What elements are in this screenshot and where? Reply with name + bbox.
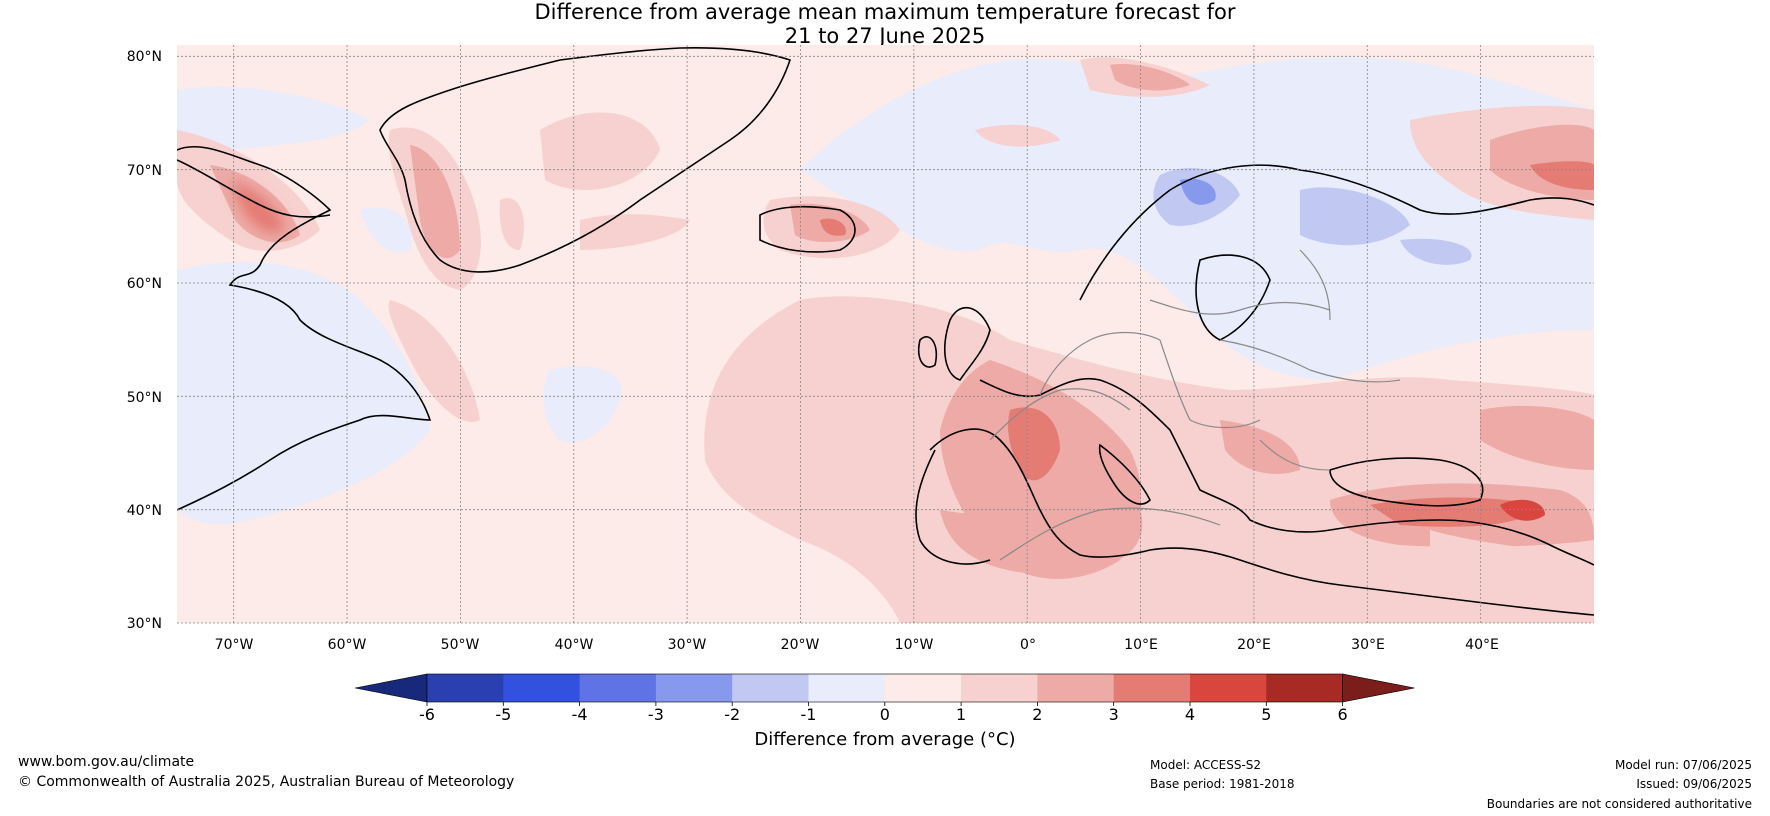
coastlines: [177, 47, 1594, 616]
map-title: Difference from average mean maximum tem…: [0, 0, 1770, 48]
colorbar-tick-label: 1: [956, 705, 966, 724]
colorbar-extend-low: [354, 673, 428, 703]
colorbar-tick-label: 5: [1261, 705, 1271, 724]
colorbar: [354, 673, 1415, 703]
lon-label-30e: 30°E: [1351, 637, 1385, 653]
lon-label-20w: 20°W: [781, 637, 820, 653]
longitude-labels: 70°W 60°W 50°W 40°W 30°W 20°W 10°W 0° 10…: [215, 637, 1499, 653]
lon-label-50w: 50°W: [441, 637, 480, 653]
country-borders: [989, 249, 1401, 561]
lon-label-40w: 40°W: [555, 637, 594, 653]
boundaries-disclaimer: Boundaries are not considered authoritat…: [1486, 797, 1752, 811]
lat-label-70n: 70°N: [127, 163, 162, 179]
lat-label-80n: 80°N: [127, 49, 162, 65]
base-period: Base period: 1981-2018: [1150, 777, 1295, 791]
lon-label-70w: 70°W: [215, 637, 254, 653]
colorbar-tick-label: -3: [648, 705, 664, 724]
colorbar-segment: [1266, 674, 1344, 702]
colorbar-segment: [427, 674, 504, 702]
lat-label-40n: 40°N: [127, 503, 162, 519]
model-run-date: Model run: 07/06/2025: [1614, 758, 1752, 772]
colorbar-segment: [655, 674, 733, 702]
lon-label-40e: 40°E: [1465, 637, 1499, 653]
copyright-text: © Commonwealth of Australia 2025, Austra…: [18, 774, 515, 790]
colorbar-tick-label: -1: [801, 705, 817, 724]
graticule: [177, 45, 1594, 624]
colorbar-label: Difference from average (°C): [754, 729, 1016, 750]
lat-label-30n: 30°N: [127, 616, 162, 632]
lon-label-10w: 10°W: [895, 637, 934, 653]
colorbar-segment: [961, 674, 1038, 702]
lon-label-0: 0°: [1020, 637, 1036, 653]
colorbar-segment: [579, 674, 657, 702]
title-line-1: Difference from average mean maximum tem…: [534, 0, 1236, 24]
source-url: www.bom.gov.au/climate: [18, 754, 195, 770]
colorbar-tick-label: -2: [724, 705, 740, 724]
colorbar-tick-label: 0: [880, 705, 890, 724]
colorbar-ticks: -6 -5 -4 -3 -2 -1 0 1 2 3 4 5 6: [419, 702, 1348, 724]
colorbar-segment: [732, 674, 809, 702]
colorbar-segment: [808, 674, 886, 702]
colorbar-segment: [884, 674, 962, 702]
latitude-labels: 80°N 70°N 60°N 50°N 40°N 30°N: [127, 49, 162, 632]
lon-label-10e: 10°E: [1124, 637, 1158, 653]
issued-date: Issued: 09/06/2025: [1636, 777, 1752, 791]
colorbar-segment: [503, 674, 581, 702]
colorbar-tick-label: -4: [572, 705, 588, 724]
colorbar-extend-high: [1342, 673, 1415, 703]
lat-label-50n: 50°N: [127, 390, 162, 406]
lon-label-30w: 30°W: [668, 637, 707, 653]
colorbar-tick-label: 2: [1032, 705, 1042, 724]
colorbar-tick-label: 3: [1109, 705, 1119, 724]
colorbar-tick-label: -6: [419, 705, 435, 724]
lon-label-20e: 20°E: [1237, 637, 1271, 653]
model-name: Model: ACCESS-S2: [1150, 758, 1262, 772]
title-line-2: 21 to 27 June 2025: [784, 24, 986, 48]
colorbar-tick-label: 6: [1338, 705, 1348, 724]
lon-label-60w: 60°W: [328, 637, 367, 653]
colorbar-segment: [1037, 674, 1115, 702]
colorbar-segment: [1113, 674, 1191, 702]
colorbar-segment: [1190, 674, 1267, 702]
colorbar-tick-label: 4: [1185, 705, 1195, 724]
lat-label-60n: 60°N: [127, 276, 162, 292]
anomaly-field: [177, 45, 1594, 623]
colorbar-tick-label: -5: [495, 705, 511, 724]
